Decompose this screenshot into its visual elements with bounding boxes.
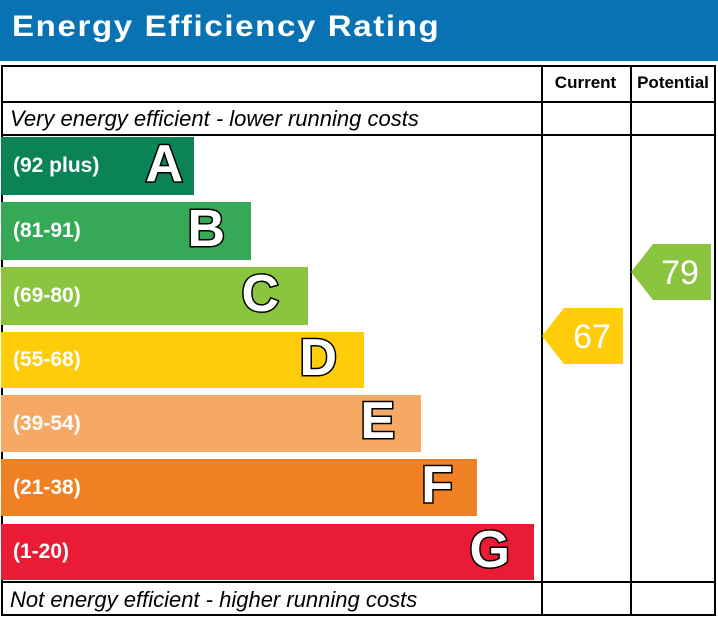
svg-text:79: 79 bbox=[661, 254, 699, 292]
svg-text:D: D bbox=[299, 332, 337, 387]
svg-text:A: A bbox=[145, 137, 183, 193]
svg-text:E: E bbox=[360, 395, 395, 450]
svg-text:67: 67 bbox=[573, 318, 611, 356]
svg-text:F: F bbox=[421, 459, 453, 514]
svg-text:B: B bbox=[187, 202, 225, 258]
svg-text:G: G bbox=[470, 524, 510, 579]
svg-text:C: C bbox=[241, 267, 279, 323]
